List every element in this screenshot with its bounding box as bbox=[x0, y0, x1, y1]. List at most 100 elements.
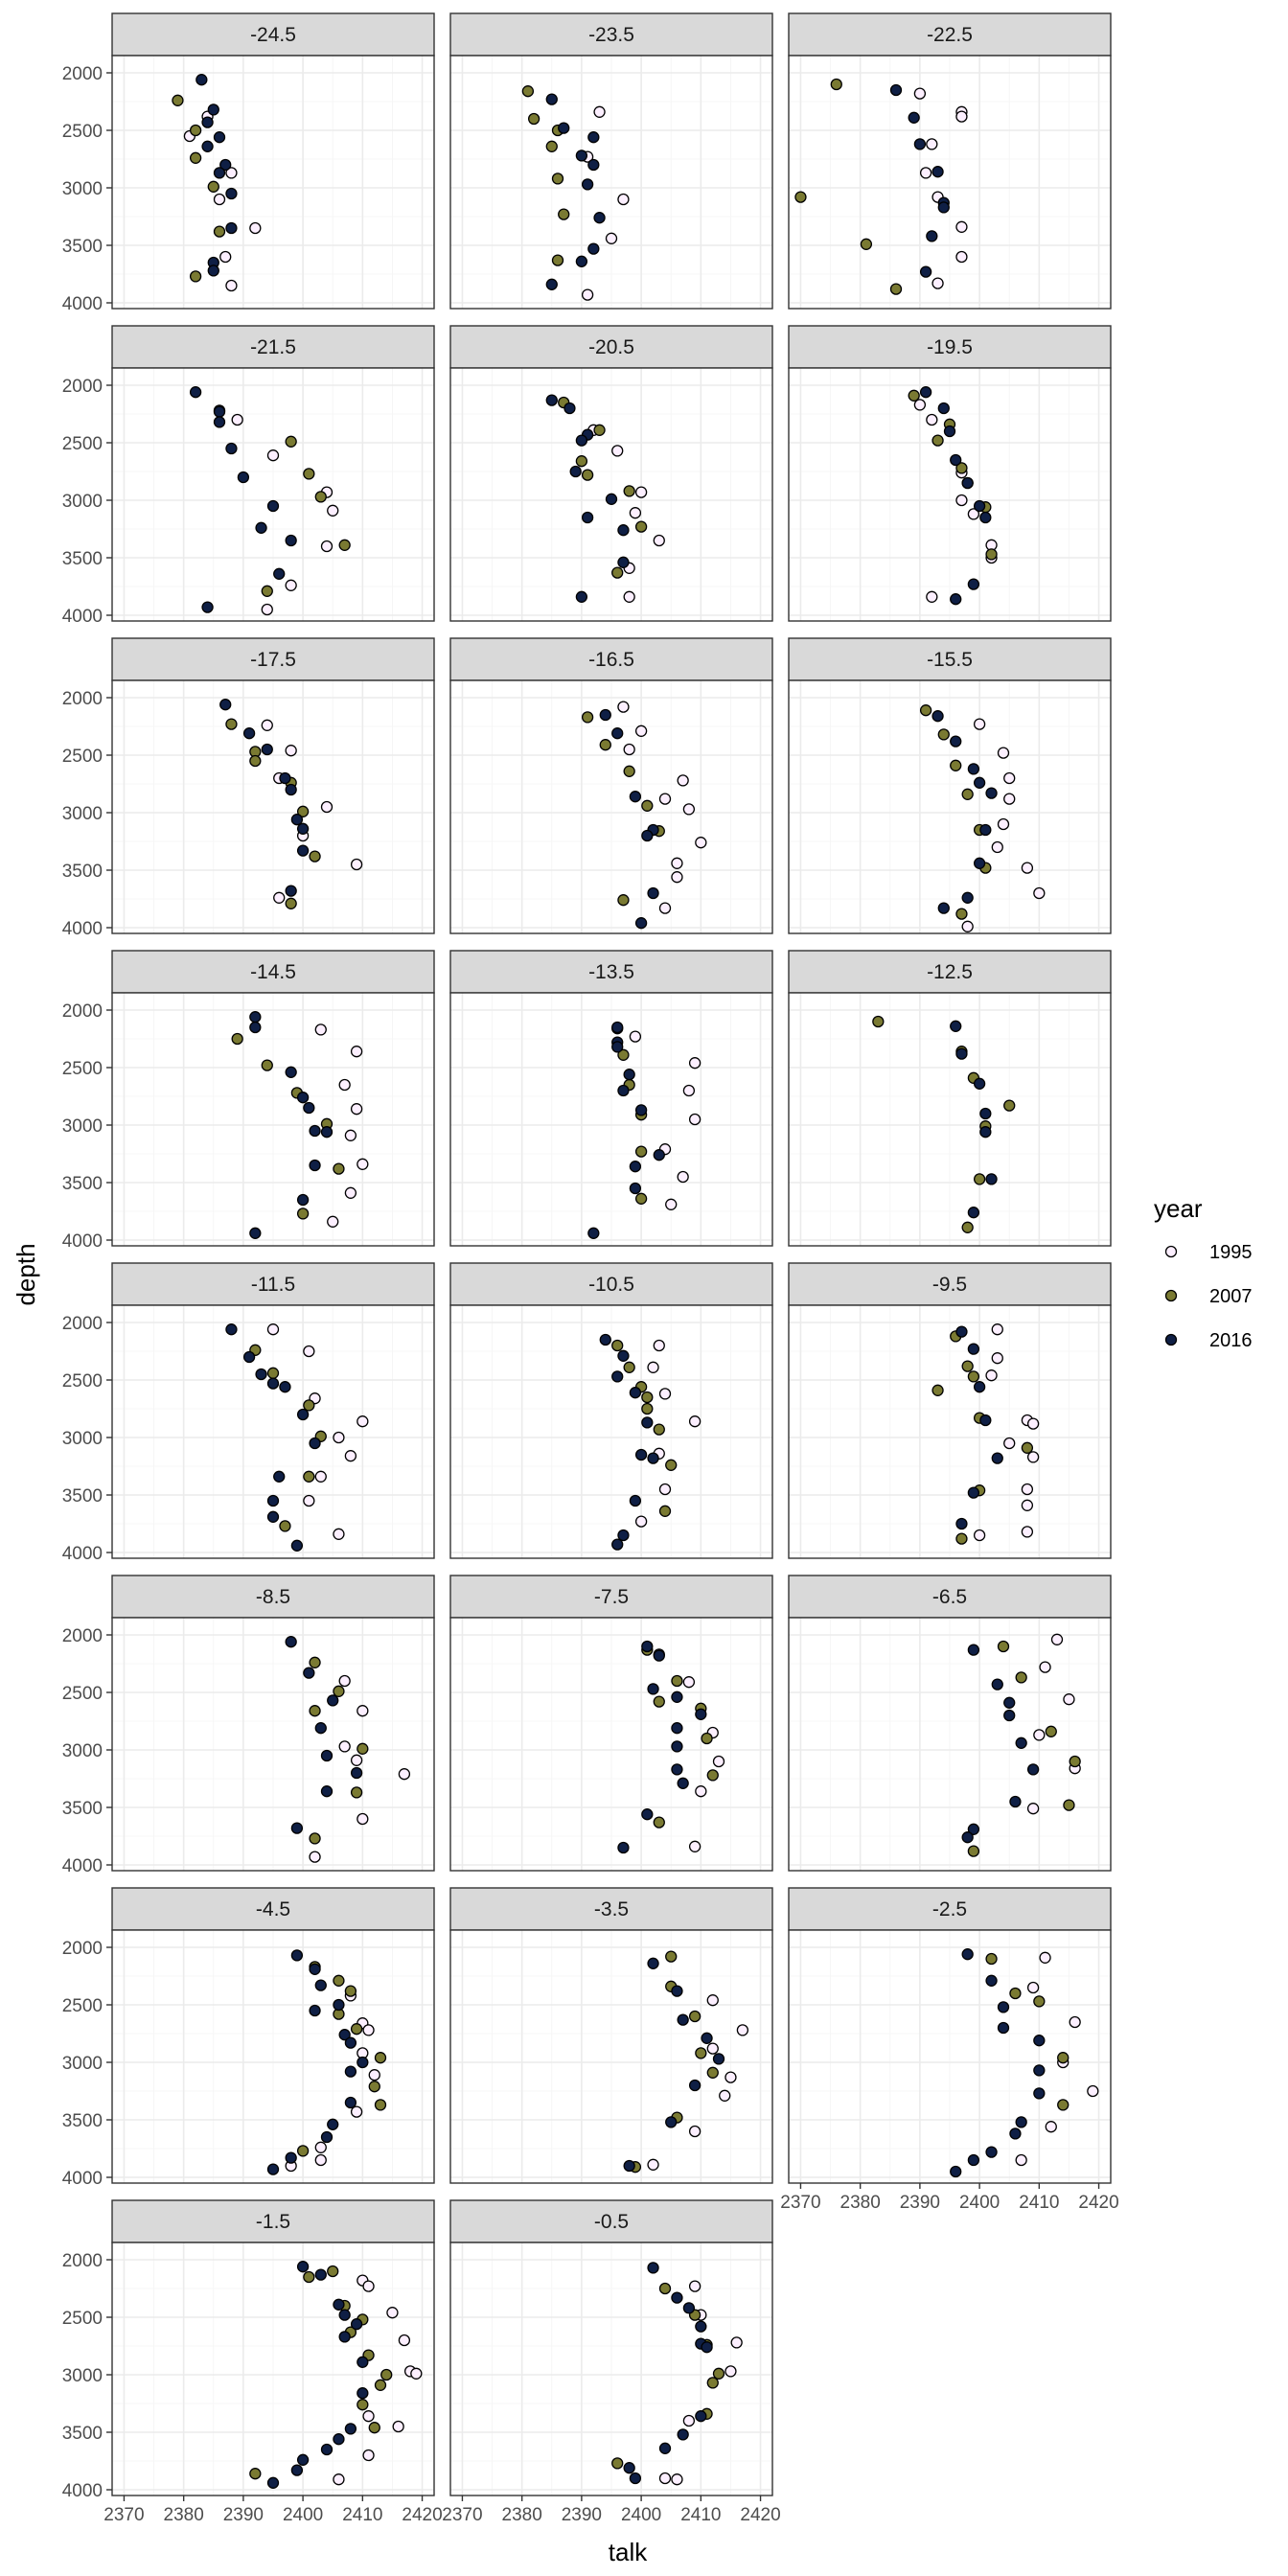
x-tick-label: 2410 bbox=[342, 2505, 382, 2525]
data-point-2016 bbox=[1003, 1696, 1016, 1709]
data-point-1995 bbox=[333, 1431, 345, 1444]
data-point-2007 bbox=[231, 1032, 243, 1046]
data-point-2007 bbox=[374, 2099, 387, 2111]
data-point-2016 bbox=[641, 1416, 654, 1429]
facet-panel: -0.5 2370 2380 2390 2400 2410 2420 bbox=[442, 2199, 781, 2525]
data-point-1995 bbox=[629, 507, 642, 519]
facet-strip bbox=[449, 1575, 773, 1619]
data-point-2016 bbox=[1033, 2087, 1046, 2100]
data-point-2007 bbox=[967, 1845, 980, 1857]
data-point-2016 bbox=[985, 1173, 998, 1185]
facet-panel: -8.5 2000 2500 3000 3500 4000 bbox=[62, 1575, 435, 1876]
x-tick-label: 2400 bbox=[283, 2505, 323, 2525]
data-point-2007 bbox=[285, 897, 297, 909]
data-point-1995 bbox=[1015, 2153, 1027, 2167]
data-point-2007 bbox=[665, 1950, 678, 1963]
data-point-1995 bbox=[273, 891, 286, 904]
x-tick-label: 2390 bbox=[900, 2193, 940, 2213]
data-point-1995 bbox=[961, 920, 974, 932]
data-point-2007 bbox=[641, 1391, 654, 1404]
data-point-2007 bbox=[314, 491, 327, 503]
data-point-1995 bbox=[919, 167, 932, 179]
data-point-2016 bbox=[587, 1227, 600, 1239]
data-point-1995 bbox=[303, 1494, 315, 1507]
data-point-2016 bbox=[279, 771, 291, 785]
panel-border bbox=[788, 1304, 1112, 1559]
panel-border bbox=[111, 1617, 435, 1872]
data-point-1995 bbox=[719, 2089, 731, 2102]
x-tick-label: 2420 bbox=[402, 2505, 442, 2525]
data-point-2016 bbox=[967, 763, 980, 775]
data-point-1995 bbox=[611, 445, 624, 457]
data-point-1995 bbox=[249, 221, 262, 235]
data-point-2007 bbox=[908, 389, 920, 402]
data-point-1995 bbox=[658, 793, 672, 805]
data-point-2016 bbox=[932, 710, 944, 723]
data-point-2016 bbox=[196, 74, 208, 86]
data-point-1995 bbox=[1033, 886, 1046, 900]
data-point-2016 bbox=[617, 556, 630, 568]
data-point-2007 bbox=[296, 805, 310, 817]
data-point-1995 bbox=[967, 508, 980, 520]
data-point-1995 bbox=[617, 701, 630, 713]
data-point-2016 bbox=[967, 2153, 980, 2167]
data-point-2007 bbox=[961, 1360, 974, 1372]
facet-panel: -12.5 bbox=[788, 950, 1112, 1247]
data-point-1995 bbox=[338, 1674, 351, 1688]
data-point-1995 bbox=[647, 1361, 659, 1373]
data-point-1995 bbox=[320, 540, 334, 553]
facet-strip bbox=[111, 1575, 435, 1619]
y-tick-label: 2000 bbox=[62, 377, 103, 397]
data-point-2016 bbox=[653, 1649, 665, 1662]
y-tick-label: 3500 bbox=[62, 2111, 103, 2131]
data-point-2016 bbox=[979, 1107, 992, 1120]
data-point-2016 bbox=[599, 1333, 611, 1346]
data-point-2007 bbox=[695, 2047, 707, 2059]
data-point-2016 bbox=[296, 1092, 310, 1104]
data-point-2016 bbox=[320, 1785, 334, 1798]
x-tick-label: 2380 bbox=[840, 2193, 881, 2213]
data-point-1995 bbox=[634, 1515, 648, 1528]
data-point-2016 bbox=[677, 1777, 689, 1789]
facet-strip-label: -19.5 bbox=[927, 336, 973, 358]
panel-border bbox=[788, 679, 1112, 934]
data-point-1995 bbox=[688, 1840, 702, 1852]
data-point-1995 bbox=[724, 2365, 737, 2378]
data-point-2016 bbox=[967, 578, 980, 590]
data-point-2007 bbox=[189, 270, 202, 283]
x-tick-label: 2410 bbox=[1019, 2193, 1059, 2213]
panel-border bbox=[111, 992, 435, 1247]
data-point-2016 bbox=[249, 1021, 262, 1034]
legend: year 1995 2007 2016 bbox=[1154, 1194, 1253, 1351]
data-point-2007 bbox=[521, 85, 535, 98]
facet-panel: -23.5 bbox=[449, 12, 773, 310]
data-point-2016 bbox=[985, 787, 998, 799]
y-tick-label: 2000 bbox=[62, 1001, 103, 1022]
data-point-2007 bbox=[249, 2468, 262, 2480]
y-tick-label: 2000 bbox=[62, 1314, 103, 1334]
data-point-2007 bbox=[374, 2052, 387, 2064]
data-point-2016 bbox=[290, 1949, 304, 1962]
data-point-1995 bbox=[344, 1186, 357, 1199]
data-point-1995 bbox=[1003, 1437, 1016, 1450]
facet-strip bbox=[111, 950, 435, 994]
data-point-2016 bbox=[545, 394, 558, 406]
data-point-2016 bbox=[955, 1047, 968, 1060]
data-point-2016 bbox=[919, 386, 932, 399]
data-point-1995 bbox=[338, 1740, 351, 1753]
data-point-2016 bbox=[967, 1486, 980, 1499]
facet-strip-label: -4.5 bbox=[256, 1898, 290, 1920]
data-point-2016 bbox=[266, 499, 280, 513]
data-point-1995 bbox=[1050, 1633, 1064, 1645]
data-point-2016 bbox=[296, 2453, 310, 2466]
data-point-2016 bbox=[629, 791, 642, 803]
facet-strip bbox=[788, 1887, 1112, 1931]
data-point-2016 bbox=[309, 1124, 321, 1138]
data-point-2016 bbox=[213, 405, 226, 418]
x-tick-label: 2420 bbox=[740, 2505, 780, 2525]
data-point-2016 bbox=[207, 264, 219, 277]
data-point-2016 bbox=[575, 590, 588, 603]
data-point-2016 bbox=[201, 116, 214, 128]
facet-strip-label: -2.5 bbox=[932, 1898, 967, 1920]
y-tick-label: 4000 bbox=[62, 1231, 103, 1252]
